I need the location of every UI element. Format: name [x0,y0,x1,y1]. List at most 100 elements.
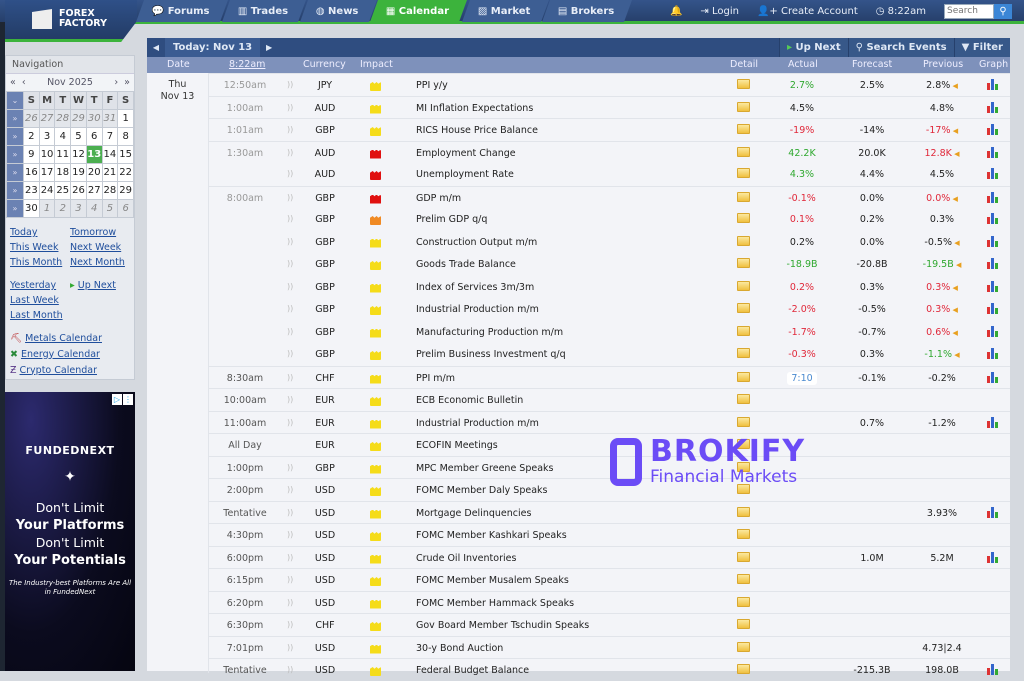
up-next-button[interactable]: ▸ Up Next [778,38,848,57]
event-title[interactable]: FOMC Member Kashkari Speaks [416,530,567,541]
event-title[interactable]: Prelim Business Investment q/q [416,349,566,360]
calendar-link[interactable]: ✖ Energy Calendar [10,346,130,362]
sound-icon[interactable]: )) [287,304,294,313]
graph-icon[interactable] [987,347,999,359]
detail-folder-icon[interactable] [737,529,750,539]
week-select-button[interactable]: » [7,164,23,181]
calendar-day[interactable]: 24 [39,182,55,199]
graph-icon[interactable] [987,371,999,383]
event-title[interactable]: 30-y Bond Auction [416,642,504,654]
tab-brokers[interactable]: ▤ Brokers [542,0,633,22]
week-select-button[interactable]: » [7,128,23,145]
tab-calendar[interactable]: ▦ Calendar [370,0,468,22]
create-account-link[interactable]: 👤+ Create Account [756,5,858,17]
calendar-day[interactable]: 20 [86,164,102,181]
graph-icon[interactable] [987,167,999,179]
detail-folder-icon[interactable] [737,303,750,313]
week-select-button[interactable]: » [7,110,23,127]
calendar-day[interactable]: 25 [55,182,71,199]
sound-icon[interactable]: )) [287,259,294,268]
graph-icon[interactable] [987,551,999,563]
calendar-day[interactable]: 28 [55,110,71,127]
ad-menu-icon[interactable]: ⋮ [123,394,133,405]
graph-icon[interactable] [987,506,999,518]
calendar-day[interactable]: 4 [55,128,71,145]
calendar-day[interactable]: 6 [86,128,102,145]
calendar-day[interactable]: 29 [118,182,133,199]
search-events-button[interactable]: ⚲ Search Events [847,38,954,57]
event-title[interactable]: PPI y/y [416,80,448,91]
bell-icon[interactable]: 🔔 [669,5,683,17]
event-title[interactable]: Prelim GDP q/q [416,214,488,225]
sound-icon[interactable]: )) [287,642,294,652]
event-title[interactable]: FOMC Member Hammack Speaks [416,597,575,609]
detail-folder-icon[interactable] [737,641,750,652]
logo[interactable]: FOREX FACTORY [5,0,137,42]
calendar-link[interactable]: Ƶ Crypto Calendar [10,362,130,378]
sound-icon[interactable]: )) [287,372,294,382]
detail-folder-icon[interactable] [737,664,750,674]
calendar-day[interactable]: 21 [102,164,118,181]
detail-folder-icon[interactable] [737,461,750,472]
link-up-next[interactable]: Up Next [77,280,116,291]
detail-folder-icon[interactable] [737,574,750,584]
up-next-link-wrap[interactable]: ▸ Up Next [70,279,130,292]
tab-market[interactable]: ▨ Market [461,0,549,22]
calendar-day[interactable]: 30 [86,110,102,127]
event-title[interactable]: Construction Output m/m [416,236,538,248]
tab-news[interactable]: ◍ News [299,0,377,22]
graph-icon[interactable] [987,146,999,158]
sound-icon[interactable]: )) [287,80,294,89]
calendar-day[interactable]: 29 [71,110,86,127]
event-title[interactable]: FOMC Member Daly Speaks [416,485,548,496]
calendar-day[interactable]: 28 [102,182,118,199]
calendar-day[interactable]: 26 [71,182,86,199]
calendar-day[interactable]: 9 [24,146,39,163]
event-title[interactable]: ECB Economic Bulletin [416,395,524,406]
event-title[interactable]: MPC Member Greene Speaks [416,462,554,474]
graph-icon[interactable] [987,123,999,135]
event-title[interactable]: MI Inflation Expectations [416,102,534,114]
graph-icon[interactable] [987,280,999,292]
calendar-day[interactable]: 12 [71,146,86,163]
graph-icon[interactable] [987,416,999,428]
detail-folder-icon[interactable] [737,258,750,268]
sound-icon[interactable]: )) [287,597,294,607]
link-yesterday[interactable]: Yesterday [10,280,57,291]
event-title[interactable]: Manufacturing Production m/m [416,326,564,338]
sound-icon[interactable]: )) [287,530,294,539]
link-next-month[interactable]: Next Month [70,257,125,268]
tab-forums[interactable]: 💬 Forums [135,0,228,22]
event-title[interactable]: Gov Board Member Tschudin Speaks [416,620,590,631]
sound-icon[interactable]: )) [287,169,294,178]
sound-icon[interactable]: )) [287,417,294,427]
calendar-day[interactable]: 3 [71,200,86,217]
calendar-day[interactable]: 10 [39,146,55,163]
calendar-day[interactable]: 13 [86,146,102,163]
detail-folder-icon[interactable] [737,168,750,178]
sound-icon[interactable]: )) [287,575,294,584]
week-select-button[interactable]: » [7,200,23,217]
calendar-day[interactable]: 27 [86,182,102,199]
sound-icon[interactable]: )) [287,326,294,336]
detail-folder-icon[interactable] [737,101,750,112]
detail-folder-icon[interactable] [737,439,750,449]
event-title[interactable]: ECOFIN Meetings [416,440,498,451]
calendar-day[interactable]: 17 [39,164,55,181]
detail-folder-icon[interactable] [737,146,750,157]
graph-icon[interactable] [987,663,999,675]
sound-icon[interactable]: )) [287,192,294,202]
detail-folder-icon[interactable] [737,124,750,134]
sound-icon[interactable]: )) [287,507,294,517]
calendar-day[interactable]: 30 [24,200,39,217]
calendar-day[interactable]: 7 [102,128,118,145]
detail-folder-icon[interactable] [737,348,750,358]
link-today[interactable]: Today [10,227,38,238]
login-link[interactable]: ⇥ Login [700,5,739,17]
calendar-day[interactable]: 5 [71,128,86,145]
event-title[interactable]: Employment Change [416,147,516,159]
calendar-day[interactable]: 18 [55,164,71,181]
sound-icon[interactable]: )) [287,552,294,562]
week-select-button[interactable]: » [7,146,23,163]
event-title[interactable]: Industrial Production m/m [416,304,539,315]
